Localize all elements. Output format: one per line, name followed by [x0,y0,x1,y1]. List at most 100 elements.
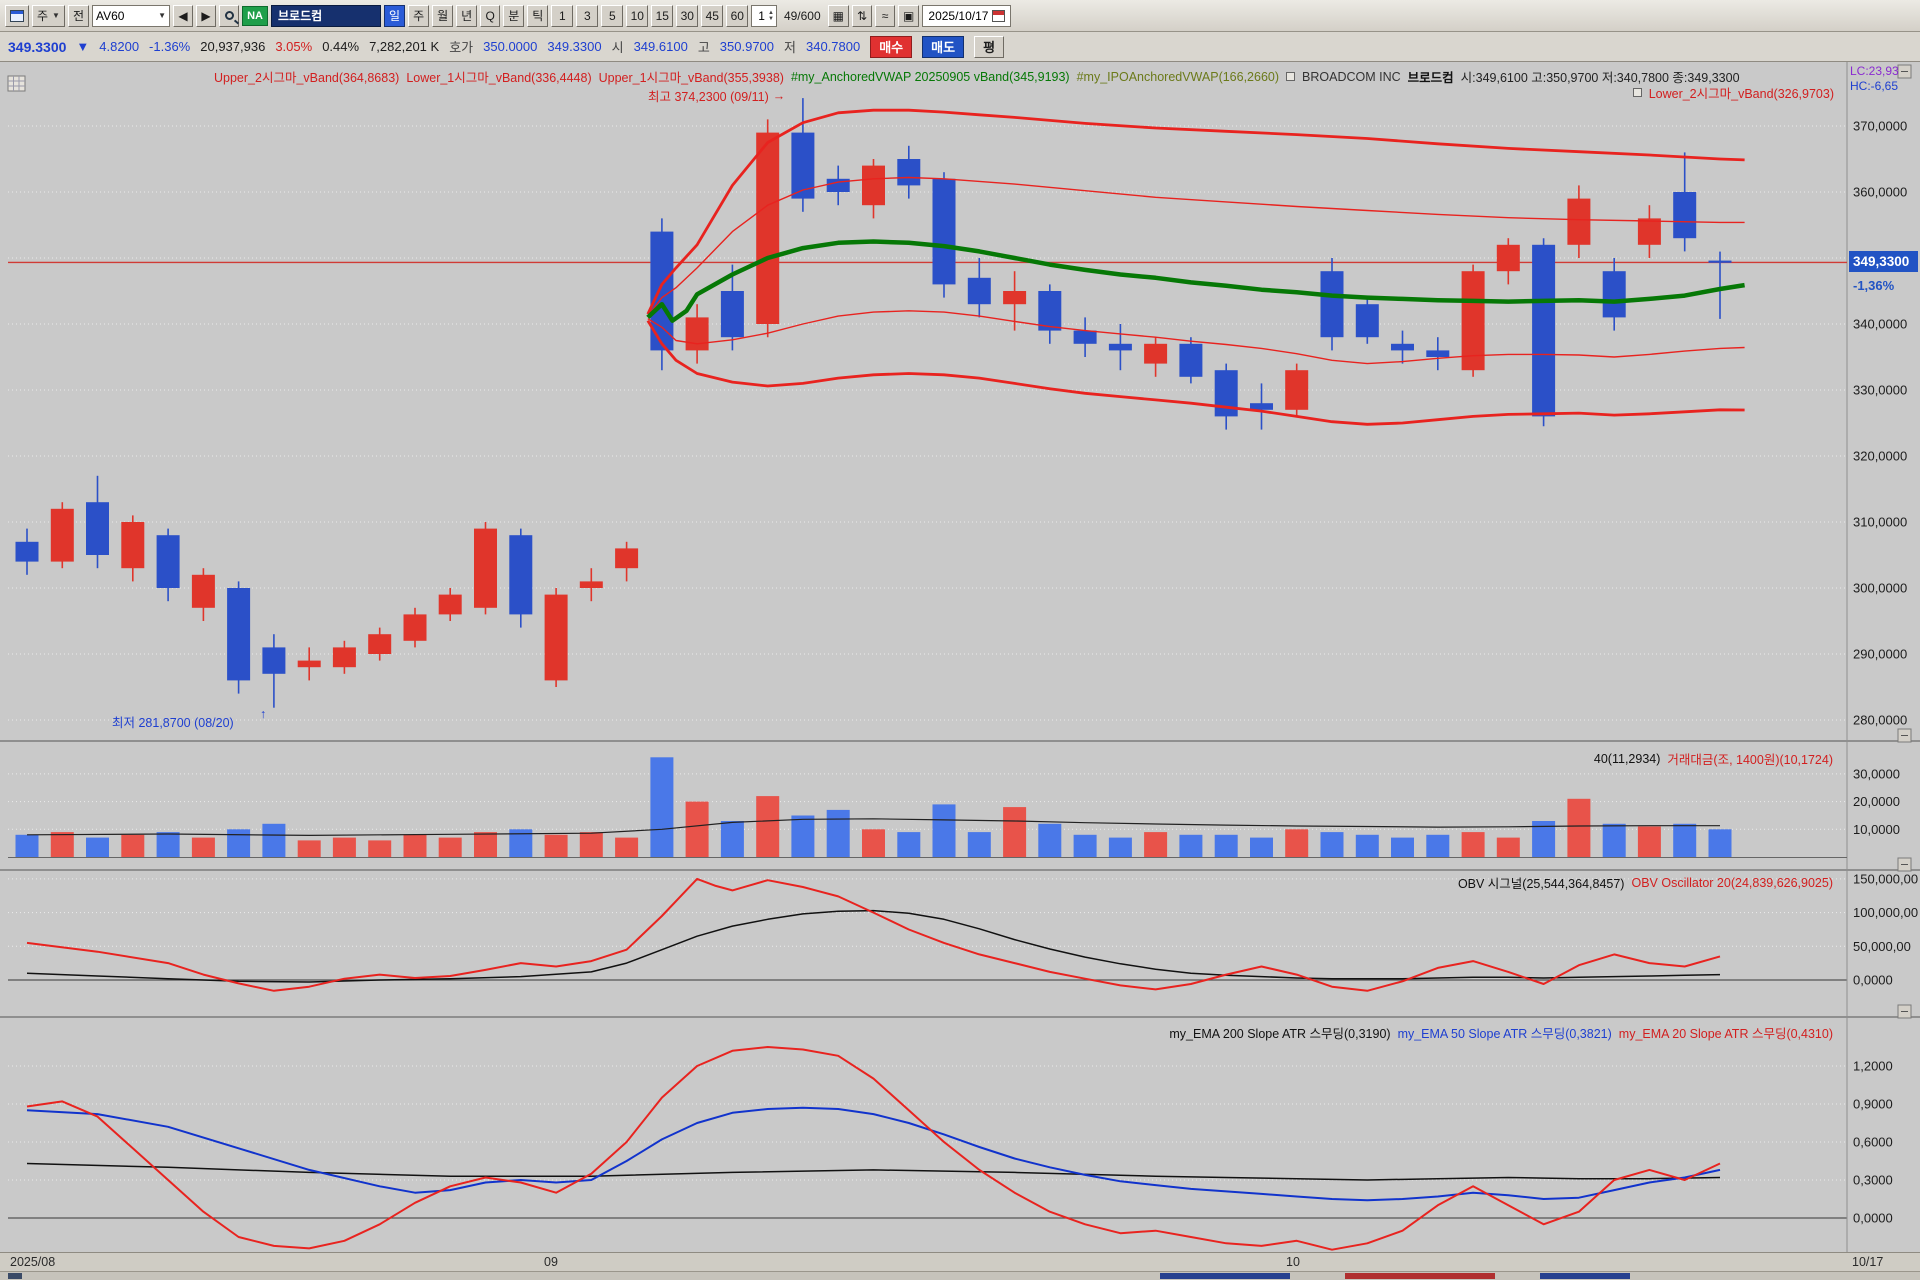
week-toggle-button[interactable]: 주 ▼ [32,4,65,27]
high-label: 고 [697,40,710,55]
svg-text:0,3000: 0,3000 [1853,1173,1893,1188]
avg-button[interactable]: 평 [974,35,1005,58]
draw-tool-icon[interactable]: ≈ [875,4,896,27]
svg-text:360,0000: 360,0000 [1853,185,1907,200]
minute-1-button[interactable]: 1 [551,4,574,27]
svg-text:340,0000: 340,0000 [1853,317,1907,332]
open-price: 349.6100 [633,39,688,54]
date-field[interactable]: 2025/10/17 [922,4,1012,27]
legend-lower1sigma: Lower_1시그마_vBand(336,4448) [406,71,592,85]
svg-text:310,0000: 310,0000 [1853,515,1907,530]
minute-10-button[interactable]: 10 [626,4,649,27]
back-icon[interactable]: ◀ [173,4,194,27]
svg-text:320,0000: 320,0000 [1853,449,1907,464]
minute-5-button[interactable]: 5 [601,4,624,27]
chevron-down-icon: ▼ [158,11,167,20]
forward-icon[interactable]: ▶ [196,4,217,27]
volume-legend: 40(11,2934) 거래대금(조, 1400원)(10,1724) [1594,749,1833,768]
right-arrow-icon: → [772,88,786,103]
low-annotation: 최저 281,8700 (08/20) [112,716,234,730]
period-quarter-button[interactable]: Q [480,4,501,27]
market-badge: NA [242,5,269,26]
spin-down-icon: ▼ [767,15,774,22]
bar-counter: 49/600 [783,8,821,23]
legend-upper1sigma: Upper_1시그마_vBand(355,3938) [598,71,784,85]
legend-ema50-slope: my_EMA 50 Slope ATR 스무딩(0,3821) [1397,1027,1612,1041]
svg-text:300,0000: 300,0000 [1853,581,1907,596]
buy-button[interactable]: 매수 [870,35,913,58]
low-label: 저 [784,40,796,55]
trade-value: 7,282,201 K [369,39,440,54]
period-week-button[interactable]: 주 [408,4,430,27]
x-tick-oct: 10 [1286,1255,1300,1269]
quote-bar: 349.3300 ▼ 4.8200 -1.36% 20,937,936 3.05… [0,32,1920,62]
low-price: 340.7800 [805,39,861,54]
sell-button[interactable]: 매도 [922,35,965,58]
svg-text:30,0000: 30,0000 [1853,766,1900,781]
symbol-name-en: BROADCOM INC [1302,69,1401,84]
lc-readout: LC:23,93 [1850,64,1899,78]
spin-up-icon: ▲ [767,9,774,16]
svg-text:20,0000: 20,0000 [1853,794,1900,809]
ema-slope-legend: my_EMA 200 Slope ATR 스무딩(0,3190) my_EMA … [1169,1023,1833,1042]
status-fragment [1540,1273,1630,1279]
period-year-button[interactable]: 년 [456,4,478,27]
x-tick-last: 10/17 [1852,1255,1884,1269]
legend-obv-oscillator: OBV Oscillator 20(24,839,626,9025) [1631,875,1833,890]
minute-30-button[interactable]: 30 [676,4,699,27]
period-tick-button[interactable]: 틱 [527,4,549,27]
minute-60-button[interactable]: 60 [726,4,749,27]
minute-15-button[interactable]: 15 [651,4,674,27]
interval-stepper[interactable]: 1 ▲ ▼ [751,4,777,27]
up-arrow-icon: ↑ [260,707,267,721]
legend-ohlc: 시:349,6100 고:350,9700 저:340,7800 종:349,3… [1460,71,1740,85]
svg-text:1,2000: 1,2000 [1853,1059,1893,1074]
open-label: 시 [611,40,624,55]
svg-text:280,0000: 280,0000 [1853,713,1907,728]
x-tick-aug: 2025/08 [10,1255,56,1269]
period-day-button[interactable]: 일 [384,4,406,27]
legend-ema20-slope: my_EMA 20 Slope ATR 스무딩(0,4310) [1618,1027,1833,1041]
symbol-name-kr: 브로드컴 [1407,71,1454,85]
save-icon[interactable]: ▣ [898,4,920,27]
legend-upper2sigma: Upper_2시그마_vBand(364,8683) [214,71,400,85]
svg-text:0,0000: 0,0000 [1853,1211,1893,1226]
period-month-button[interactable]: 월 [432,4,454,27]
svg-text:0,0000: 0,0000 [1853,973,1893,988]
obv-legend: OBV 시그널(25,544,364,8457) OBV Oscillator … [1458,873,1833,892]
time-axis: 2025/08 09 10 10/17 [0,1252,1920,1271]
price-change: 4.8200 [99,39,140,54]
minute-45-button[interactable]: 45 [701,4,724,27]
calendar-icon [992,9,1006,22]
indicator-legend-row2: Lower_2시그마_vBand(326,9703) [1632,83,1834,102]
legend-volume-ma: 40(11,2934) [1593,751,1661,766]
minute-3-button[interactable]: 3 [576,4,599,27]
svg-text:0,9000: 0,9000 [1853,1097,1893,1112]
chart-style-icon[interactable]: ▦ [827,4,849,27]
hc-readout: HC:-6,65 [1850,79,1899,93]
main-toolbar: 주 ▼ 전 AV60 ▼ ◀ ▶ NA 브로드컴 일 주 월 년 Q 분 틱 1 3… [0,0,1920,32]
status-fragment [8,1273,22,1279]
legend-lower2sigma: Lower_2시그마_vBand(326,9703) [1648,87,1834,101]
search-icon[interactable] [219,4,240,27]
prev-symbol-button[interactable]: 전 [67,4,90,27]
window-icon[interactable] [5,4,29,27]
hoga-label: 호가 [449,40,474,55]
svg-text:50,000,00: 50,000,00 [1853,939,1911,954]
legend-obv-signal: OBV 시그널(25,544,364,8457) [1457,877,1625,891]
symbol-field[interactable]: 브로드컴 [271,4,382,27]
period-minute-button[interactable]: 분 [503,4,525,27]
chevron-down-icon: ▼ [52,11,60,20]
indicator-legend-row: Upper_2시그마_vBand(364,8683) Lower_1시그마_vB… [214,67,1740,86]
high-annotation: 최고 374,2300 (09/11) → [648,88,786,105]
legend-ipo-vwap: #my_IPOAnchoredVWAP(166,2660) [1076,69,1280,84]
compare-icon[interactable]: ⇅ [851,4,873,27]
volume-pct: 3.05% [275,39,313,54]
indicator-set-combo[interactable]: AV60 ▼ [92,4,171,27]
lower2-checkbox[interactable] [1632,88,1642,97]
legend-ema200-slope: my_EMA 200 Slope ATR 스무딩(0,3190) [1169,1027,1391,1041]
candlestick-chart[interactable]: 370,0000360,0000350,0000340,0000330,0000… [0,62,1920,1252]
ask-price: 350.0000 [483,39,538,54]
status-strip [0,1271,1920,1280]
symbol-checkbox[interactable] [1286,72,1296,81]
